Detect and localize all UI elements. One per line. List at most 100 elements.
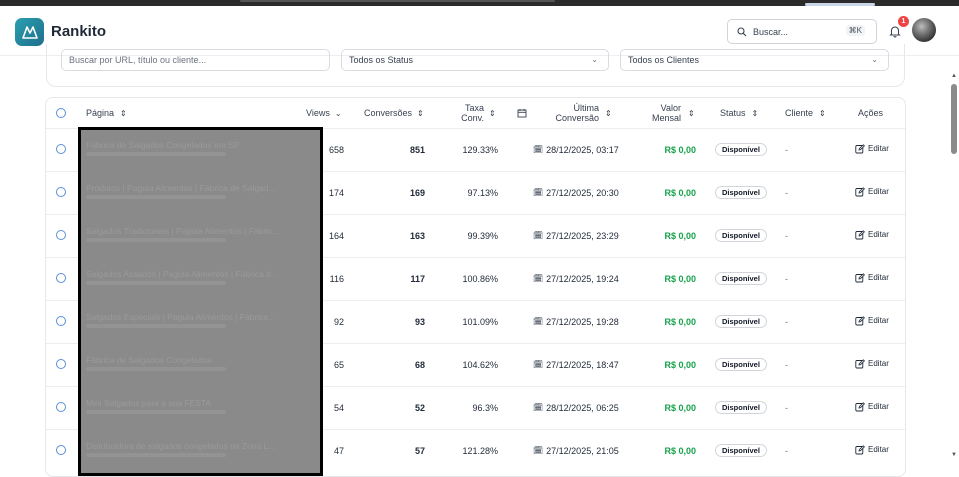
views-cell: 92	[333, 316, 344, 327]
chevron-down-icon: ⌄	[871, 55, 878, 64]
header-conversions-label: Conversões	[364, 108, 413, 118]
status-select-value: Todos os Status	[349, 55, 414, 65]
header-value[interactable]: Valor Mensal	[650, 97, 681, 129]
header-rate-line1: Taxa	[464, 103, 484, 113]
header-last-conversion[interactable]: Última Conversão	[555, 97, 599, 129]
header-conversions[interactable]: Conversões ⇕	[364, 97, 424, 129]
calendar-icon: 🗓	[533, 145, 544, 154]
views-cell: 174	[328, 187, 344, 198]
browser-top-strip	[0, 0, 959, 6]
header-page[interactable]: Página ⇕	[86, 97, 127, 129]
search-filter-input[interactable]: Buscar por URL, título ou cliente...	[61, 49, 330, 71]
value-cell: R$ 0,00	[664, 187, 696, 198]
header-views-label: Views	[306, 108, 330, 118]
header-calendar[interactable]	[517, 97, 527, 129]
status-select[interactable]: Todos os Status ⌄	[341, 49, 609, 71]
sort-icon[interactable]: ⇕	[605, 108, 612, 118]
last-conversion-value: 28/12/2025, 06:25	[546, 402, 619, 413]
sort-icon: ⇕	[819, 108, 826, 118]
client-cell: -	[785, 445, 788, 456]
value-cell: R$ 0,00	[664, 273, 696, 284]
header-client-label: Cliente	[785, 108, 814, 118]
status-badge: Disponível	[715, 228, 767, 242]
conversions-cell: 169	[409, 187, 425, 198]
header-status[interactable]: Status ⇕	[720, 97, 758, 129]
client-cell: -	[785, 144, 788, 155]
last-conversion-cell: 🗓 27/12/2025, 19:28	[533, 317, 619, 327]
page-title[interactable]: Mini Salgados para a sua FESTA	[86, 397, 212, 408]
calendar-icon: 🗓	[533, 360, 544, 369]
header-rate[interactable]: Taxa Conv.	[461, 97, 484, 129]
sort-icon: ⇕	[120, 108, 127, 118]
global-search[interactable]: Buscar... ⌘K	[727, 19, 877, 44]
rate-cell: 100.86%	[462, 273, 498, 284]
header-status-label: Status	[720, 108, 746, 118]
chevron-down-icon: ⌄	[591, 55, 598, 64]
conversions-cell: 117	[410, 273, 425, 284]
sort-icon[interactable]: ⇕	[489, 108, 496, 118]
edit-button[interactable]: Editar	[855, 143, 889, 154]
page-title[interactable]: Salgados Assados | Pagula Alimentos | Fá…	[86, 268, 278, 279]
search-shortcut: ⌘K	[845, 25, 865, 36]
sort-icon[interactable]: ⇕	[688, 108, 695, 118]
last-conversion-cell: 🗓 27/12/2025, 23:29	[533, 231, 619, 241]
row-checkbox[interactable]	[56, 444, 66, 455]
scroll-up-arrow[interactable]: ▲	[951, 73, 957, 79]
row-checkbox[interactable]	[56, 229, 66, 240]
conversions-cell: 93	[414, 316, 425, 327]
page-title[interactable]: Fábrica de Salgados Congelados	[86, 354, 212, 365]
page-title[interactable]: Distribuidora de salgados congelados na …	[86, 440, 276, 451]
header-views[interactable]: Views ⌄	[306, 97, 342, 129]
scrollbar-thumb[interactable]	[951, 84, 957, 154]
mountain-icon	[21, 26, 38, 39]
row-checkbox[interactable]	[56, 358, 66, 369]
client-cell: -	[785, 187, 788, 198]
views-cell: 65	[333, 359, 344, 370]
row-checkbox[interactable]	[56, 401, 66, 412]
user-avatar[interactable]	[912, 18, 936, 42]
app-logo[interactable]	[15, 18, 44, 46]
row-checkbox[interactable]	[56, 143, 66, 154]
select-all-checkbox[interactable]	[56, 108, 66, 118]
value-cell: R$ 0,00	[664, 144, 696, 155]
rate-cell: 99.39%	[467, 230, 498, 241]
page-url-placeholder	[86, 194, 226, 199]
row-checkbox[interactable]	[56, 186, 66, 197]
edit-button[interactable]: Editar	[855, 358, 889, 369]
header-client[interactable]: Cliente ⇕	[785, 97, 826, 129]
edit-button[interactable]: Editar	[855, 444, 889, 455]
conversions-cell: 851	[409, 144, 425, 155]
row-divider	[46, 171, 905, 172]
page-title[interactable]: Produtos | Pagula Alimentos | Fábrica de…	[86, 182, 276, 193]
calendar-icon: 🗓	[533, 274, 544, 283]
last-conversion-value: 27/12/2025, 23:29	[546, 230, 619, 241]
edit-button[interactable]: Editar	[855, 315, 889, 326]
row-divider	[46, 429, 905, 430]
views-cell: 164	[328, 230, 344, 241]
page-title[interactable]: Salgados Tradicionais | Pagula Alimentos…	[86, 225, 280, 236]
header-rate-line2: Conv.	[461, 113, 484, 123]
value-cell: R$ 0,00	[664, 445, 696, 456]
row-checkbox[interactable]	[56, 272, 66, 283]
edit-button[interactable]: Editar	[855, 186, 889, 197]
bell-icon[interactable]	[888, 24, 902, 38]
edit-label: Editar	[868, 144, 889, 153]
last-conversion-value: 27/12/2025, 19:24	[546, 273, 619, 284]
last-conversion-cell: 🗓 27/12/2025, 19:24	[533, 274, 619, 284]
row-checkbox[interactable]	[56, 315, 66, 326]
edit-button[interactable]: Editar	[855, 229, 889, 240]
page-title[interactable]: Salgados Especiais | Pagula Alimentos | …	[86, 311, 276, 322]
edit-icon	[855, 444, 865, 454]
header-actions: Ações	[858, 108, 884, 118]
client-select[interactable]: Todos os Clientes ⌄	[620, 49, 889, 71]
status-badge: Disponível	[715, 443, 767, 457]
last-conversion-cell: 🗓 27/12/2025, 18:47	[533, 360, 619, 370]
page-url-placeholder	[86, 151, 226, 156]
scroll-down-arrow[interactable]: ▼	[951, 452, 957, 458]
page-title[interactable]: Fábrica de Salgados Congelados em SP	[86, 139, 240, 150]
edit-button[interactable]: Editar	[855, 401, 889, 412]
conversions-cell: 52	[414, 402, 425, 413]
last-conversion-value: 27/12/2025, 21:05	[546, 445, 619, 456]
edit-button[interactable]: Editar	[855, 272, 889, 283]
value-cell: R$ 0,00	[664, 402, 696, 413]
